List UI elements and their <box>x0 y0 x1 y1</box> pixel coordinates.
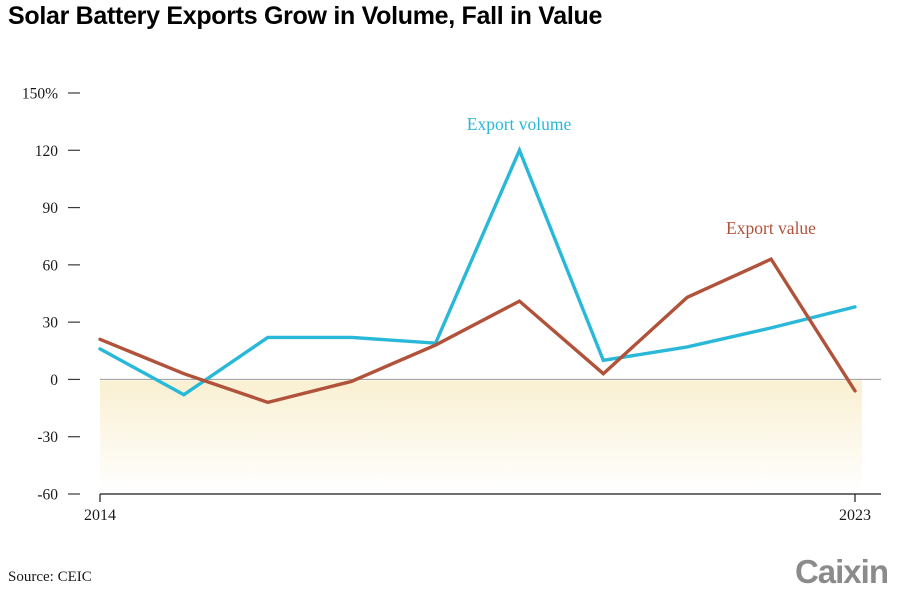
source-note: Source: CEIC <box>8 569 92 585</box>
y-tick-label: 150% <box>22 86 58 103</box>
export-volume-label: Export volume <box>467 114 572 134</box>
y-tick-label: 60 <box>43 257 59 274</box>
caixin-logo: Caixin <box>794 553 889 590</box>
y-tick-label: 90 <box>43 200 59 217</box>
y-tick-label: 30 <box>43 315 59 332</box>
below-zero-shading <box>100 380 862 493</box>
chart-title: Solar Battery Exports Grow in Volume, Fa… <box>8 2 603 30</box>
x-tick-label: 2023 <box>839 507 871 524</box>
export-value-label: Export value <box>726 218 816 238</box>
export-value-line <box>98 256 857 405</box>
y-tick-label: -30 <box>37 429 58 446</box>
export-volume-line <box>98 145 857 397</box>
y-tick-label: -60 <box>37 487 58 504</box>
y-tick-label: 0 <box>50 372 58 389</box>
y-tick-label: 120 <box>35 143 59 160</box>
x-tick-label: 2014 <box>84 507 116 524</box>
